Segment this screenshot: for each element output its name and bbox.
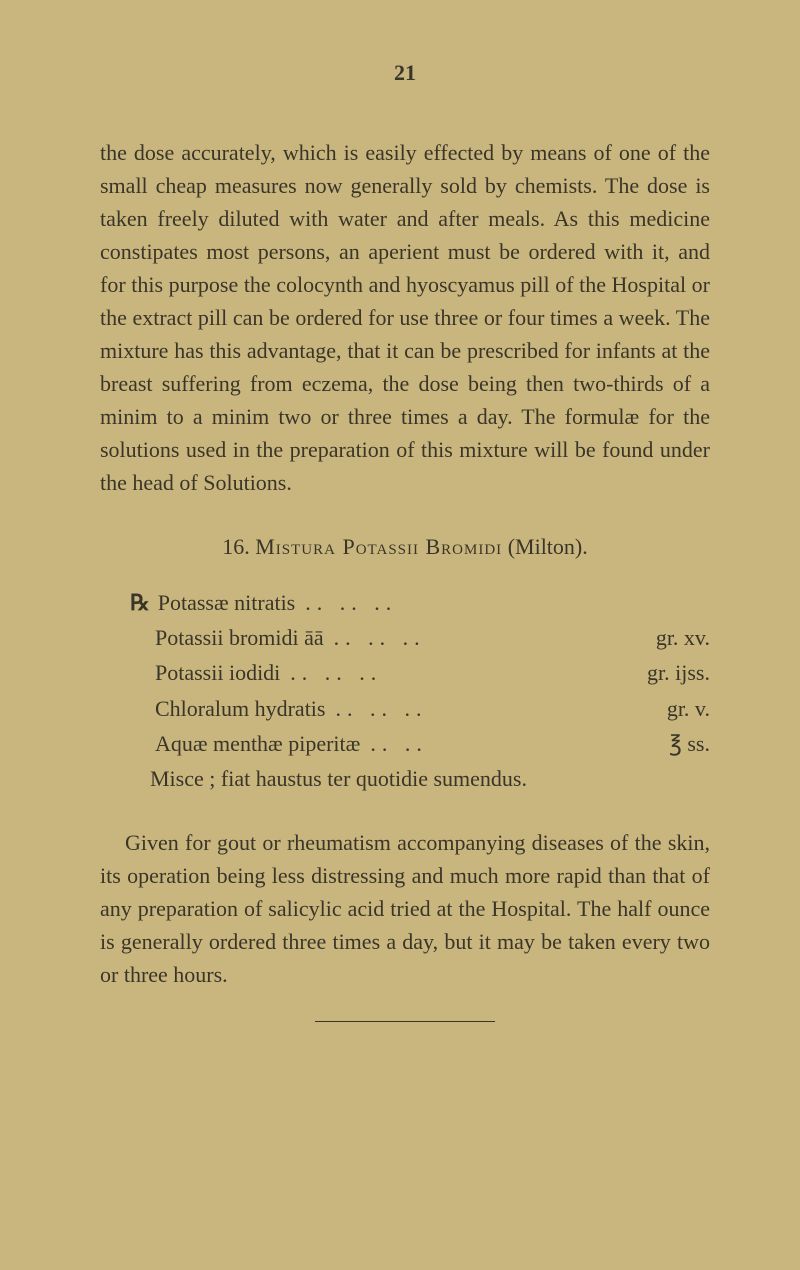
rx-symbol: ℞ bbox=[130, 585, 150, 620]
ingredient-3: Chloralum hydratis bbox=[155, 691, 325, 726]
amount-4: ℥ ss. bbox=[669, 726, 710, 761]
misce-line: Misce ; fiat haustus ter quotidie sumend… bbox=[150, 761, 710, 796]
ingredient-1: Potassii bromidi āā bbox=[155, 620, 324, 655]
rx-line-1: Potassii bromidi āā .. .. .. gr. xv. bbox=[130, 620, 710, 655]
page-container: 21 the dose accurately, which is easily … bbox=[0, 0, 800, 1102]
paragraph-1: the dose accurately, which is easily eff… bbox=[100, 136, 710, 499]
section-number: 16. bbox=[222, 534, 250, 559]
paragraph-2: Given for gout or rheumatism accompanyin… bbox=[100, 826, 710, 991]
rx-line-2: Potassii iodidi .. .. .. gr. ijss. bbox=[130, 655, 710, 690]
rx-line-4: Aquæ menthæ piperitæ .. .. ℥ ss. bbox=[130, 726, 710, 761]
ingredient-2: Potassii iodidi bbox=[155, 655, 280, 690]
section-title: 16. Mistura Potassii Bromidi (Milton). bbox=[100, 534, 710, 560]
amount-3: gr. v. bbox=[667, 691, 710, 726]
dots-3: .. .. .. bbox=[325, 691, 666, 726]
section-title-paren: (Milton). bbox=[508, 534, 588, 559]
dots-1: .. .. .. bbox=[324, 620, 656, 655]
divider bbox=[315, 1021, 495, 1022]
rx-line-0: ℞ Potassæ nitratis .. .. .. bbox=[130, 585, 710, 620]
ingredient-0: Potassæ nitratis bbox=[158, 585, 296, 620]
section-title-caps: Mistura Potassii Bromidi bbox=[255, 534, 502, 559]
paragraph-2-text: Given for gout or rheumatism accompanyin… bbox=[100, 830, 710, 987]
amount-2: gr. ijss. bbox=[647, 655, 710, 690]
prescription-block: ℞ Potassæ nitratis .. .. .. Potassii bro… bbox=[130, 585, 710, 796]
rx-line-3: Chloralum hydratis .. .. .. gr. v. bbox=[130, 691, 710, 726]
amount-1: gr. xv. bbox=[656, 620, 710, 655]
ingredient-4: Aquæ menthæ piperitæ bbox=[155, 726, 360, 761]
dots-2: .. .. .. bbox=[280, 655, 647, 690]
dots-4: .. .. bbox=[360, 726, 669, 761]
dots-0: .. .. .. bbox=[295, 585, 710, 620]
page-number: 21 bbox=[100, 60, 710, 86]
